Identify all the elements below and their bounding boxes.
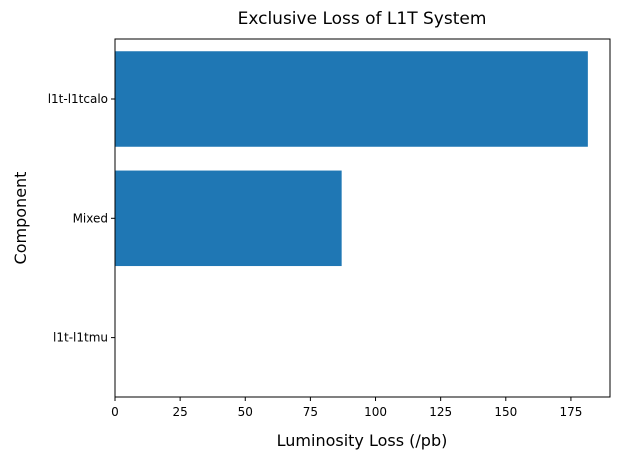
x-tick-label: 100 bbox=[364, 405, 387, 419]
y-axis: l1t-l1tcalo Mixed l1t-l1tmu bbox=[48, 92, 115, 345]
chart-title: Exclusive Loss of L1T System bbox=[238, 9, 487, 29]
x-tick-label: 75 bbox=[303, 405, 318, 419]
x-tick-label: 50 bbox=[238, 405, 253, 419]
y-tick-label: Mixed bbox=[73, 211, 108, 225]
bars-group bbox=[115, 51, 588, 267]
x-axis: 0 25 50 75 100 125 150 175 bbox=[111, 397, 582, 419]
x-tick-label: 0 bbox=[111, 405, 119, 419]
y-axis-title: Component bbox=[11, 172, 30, 265]
y-tick-label: l1t-l1tmu bbox=[53, 331, 108, 345]
bar-mixed bbox=[115, 170, 342, 267]
bar-l1t-l1tcalo bbox=[115, 51, 588, 147]
x-tick-label: 175 bbox=[559, 405, 582, 419]
y-tick-label: l1t-l1tcalo bbox=[48, 92, 108, 106]
x-tick-label: 150 bbox=[494, 405, 517, 419]
x-tick-label: 125 bbox=[429, 405, 452, 419]
x-tick-label: 25 bbox=[172, 405, 187, 419]
x-axis-title: Luminosity Loss (/pb) bbox=[277, 431, 448, 450]
